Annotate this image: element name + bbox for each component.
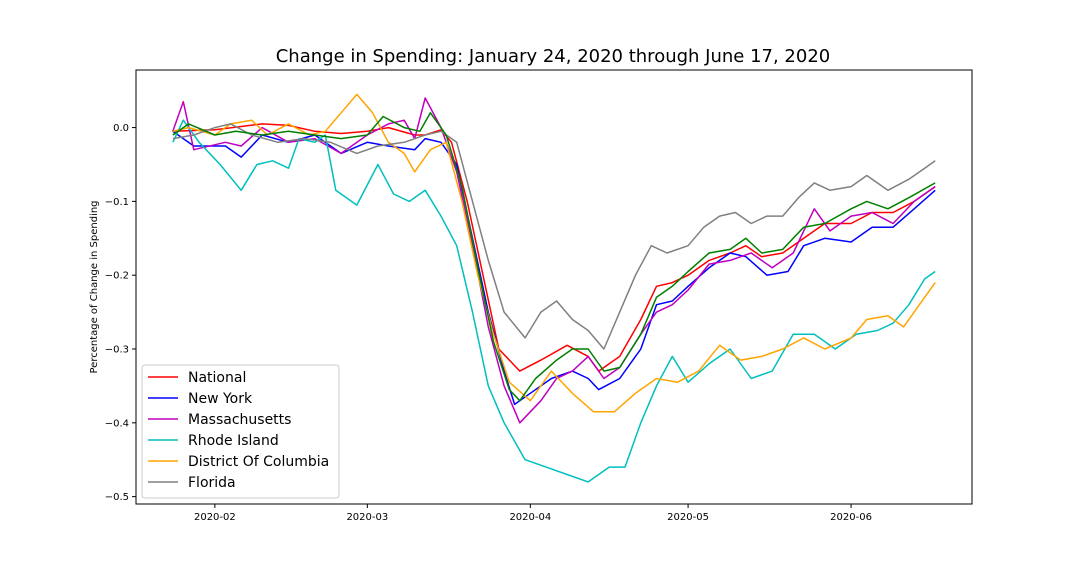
y-tick-label: −0.1 bbox=[105, 197, 129, 208]
series-line-new-york bbox=[172, 130, 936, 406]
x-tick-label: 2020-02 bbox=[194, 512, 236, 523]
legend-label: Rhode Island bbox=[188, 433, 279, 449]
legend-box bbox=[141, 364, 340, 499]
series-line-rhode-island bbox=[172, 119, 936, 483]
series-line-series-7 bbox=[172, 112, 936, 402]
series-layer bbox=[172, 93, 936, 483]
x-tick-label: 2020-03 bbox=[346, 512, 388, 523]
series-line-national bbox=[172, 123, 936, 372]
y-axis-label: Percentage of Change in Spending bbox=[89, 200, 100, 373]
y-tick-label: 0.0 bbox=[113, 123, 129, 134]
axis-ticks: 2020-02 2020-03 2020-04 2020-05 2020-06 0.0 −0… bbox=[105, 123, 872, 523]
series-line-florida bbox=[172, 123, 936, 350]
y-tick-label: −0.4 bbox=[105, 418, 129, 429]
legend-label: New York bbox=[188, 391, 253, 407]
x-tick-label: 2020-05 bbox=[667, 512, 709, 523]
legend: National New York Massachusetts Rhode Islan… bbox=[141, 364, 340, 499]
x-tick-label: 2020-04 bbox=[509, 512, 551, 523]
chart-title: Change in Spending: January 24, 2020 thr… bbox=[276, 46, 831, 67]
y-tick-label: −0.2 bbox=[105, 271, 129, 282]
plot-frame bbox=[135, 69, 973, 505]
y-tick-label: −0.5 bbox=[105, 492, 129, 503]
y-tick-label: −0.3 bbox=[105, 345, 129, 356]
legend-label: Massachusetts bbox=[188, 412, 291, 428]
x-tick-label: 2020-06 bbox=[830, 512, 872, 523]
legend-label: District Of Columbia bbox=[188, 454, 329, 470]
legend-label: National bbox=[188, 370, 246, 386]
legend-label: Florida bbox=[188, 475, 236, 491]
